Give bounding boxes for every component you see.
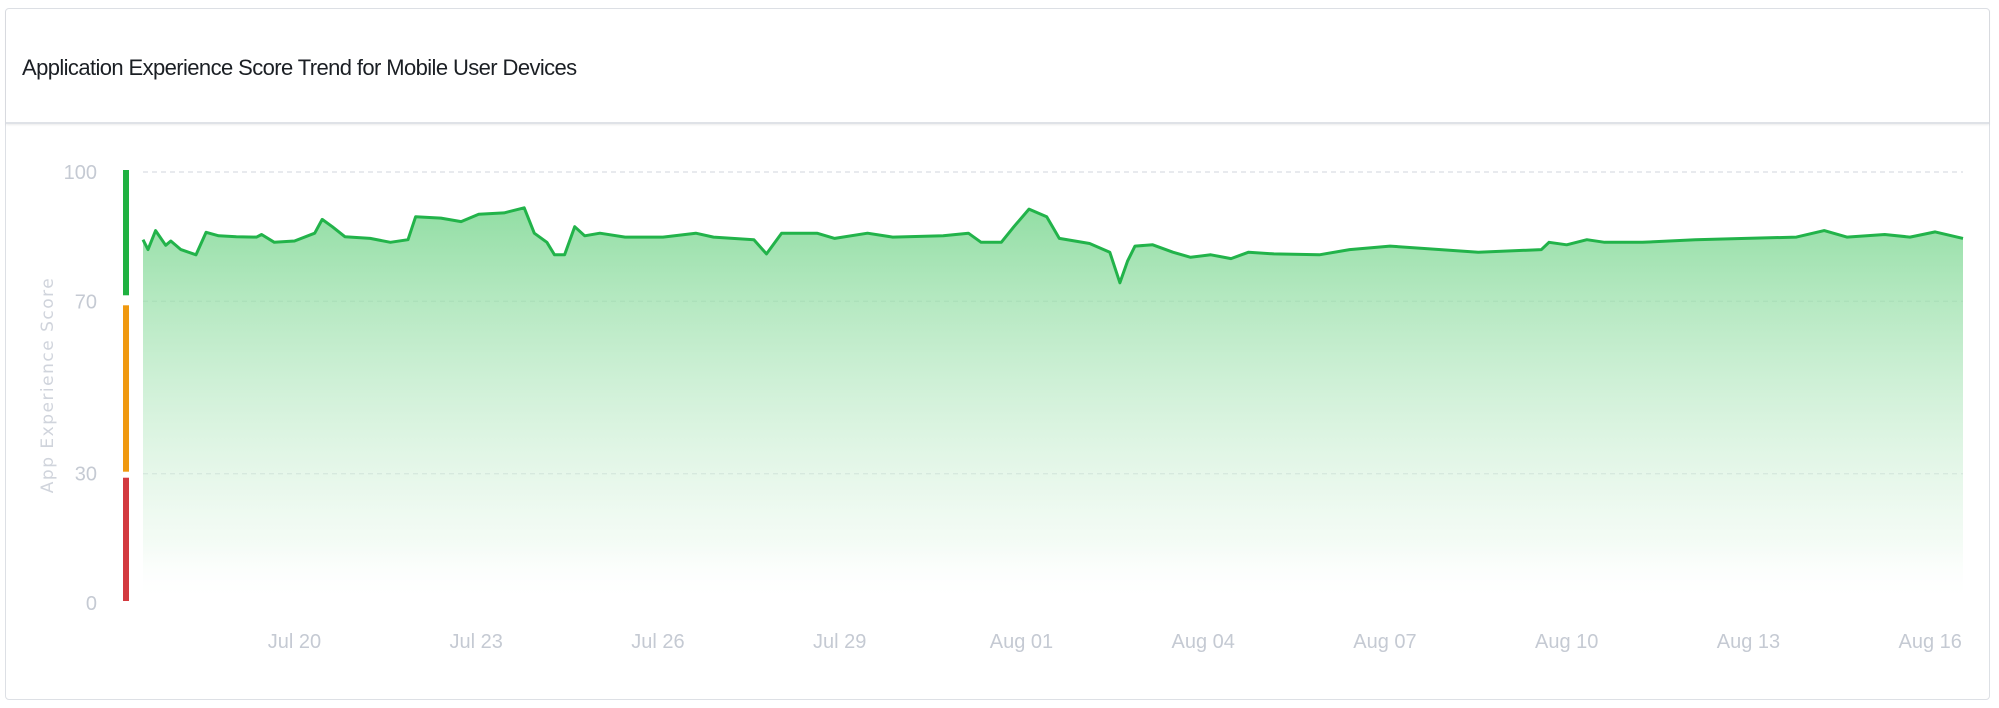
y-tick-label: 100 — [64, 162, 97, 184]
y-tick-label: 30 — [75, 464, 97, 486]
card-header: Application Experience Score Trend for M… — [6, 9, 1989, 124]
score-area — [143, 207, 1963, 604]
x-tick-label: Aug 01 — [990, 631, 1053, 653]
y-axis-title: App Experience Score — [38, 277, 58, 493]
x-tick-label: Aug 13 — [1717, 631, 1780, 653]
score-line — [141, 206, 1964, 285]
y-tick-label: 70 — [75, 291, 97, 313]
x-tick-label: Aug 16 — [1898, 631, 1961, 653]
threshold-band — [123, 305, 129, 472]
threshold-band — [123, 170, 129, 296]
x-tick-label: Aug 07 — [1353, 631, 1416, 653]
x-tick-label: Jul 23 — [450, 631, 503, 653]
y-tick-label: 0 — [86, 593, 97, 615]
chart-title: Application Experience Score Trend for M… — [22, 55, 577, 80]
x-tick-label: Jul 20 — [268, 631, 321, 653]
x-tick-label: Aug 10 — [1535, 631, 1598, 653]
x-tick-label: Aug 04 — [1171, 631, 1234, 653]
x-tick-label: Jul 29 — [813, 631, 866, 653]
x-tick-label: Jul 26 — [631, 631, 684, 653]
threshold-band — [123, 477, 129, 601]
